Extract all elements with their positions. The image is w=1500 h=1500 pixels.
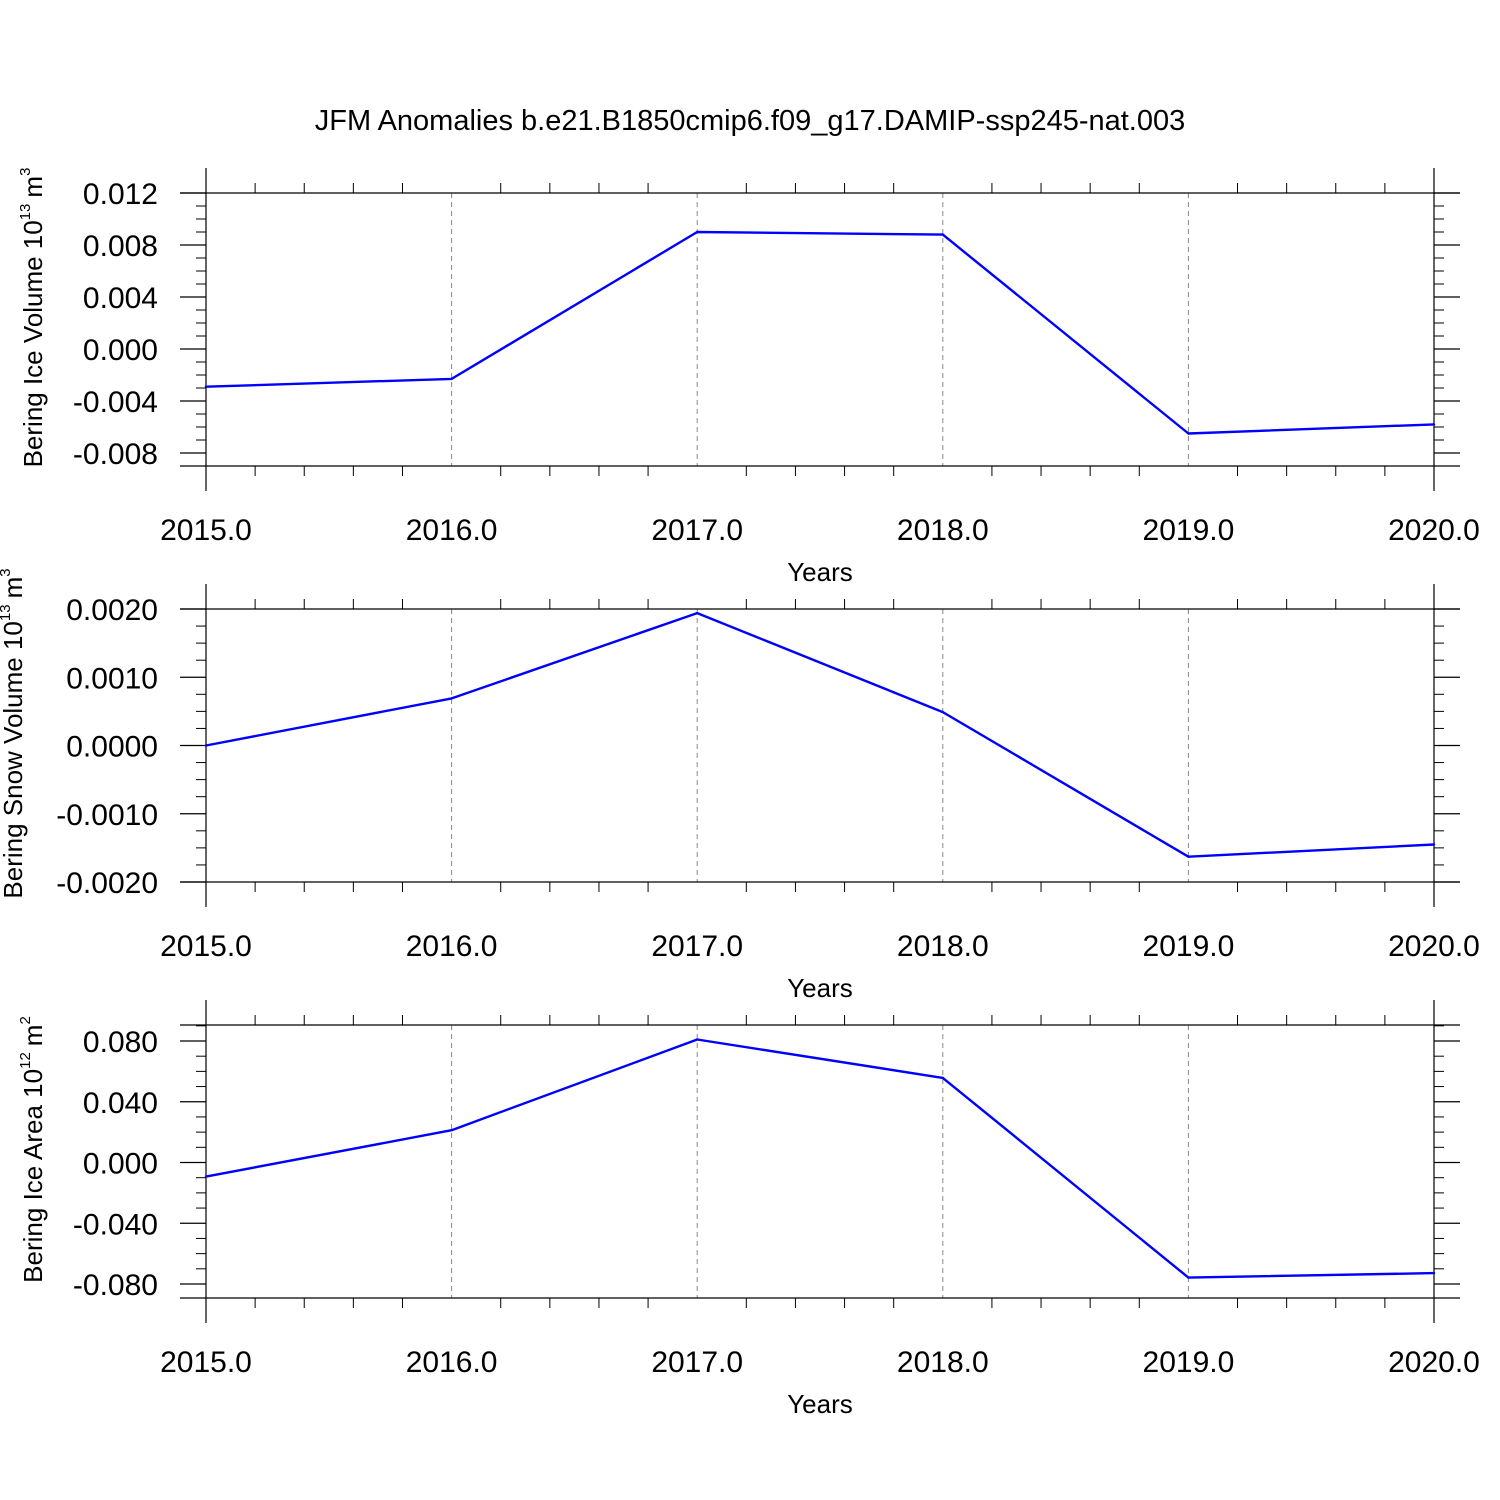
data-point — [450, 697, 453, 700]
data-point — [450, 1128, 453, 1132]
y-axis-label-text: Bering Ice Area 10 — [18, 1069, 48, 1283]
y-axis-label-unit-exponent: 3 — [17, 168, 34, 176]
y-tick-label: -0.004 — [73, 386, 158, 419]
y-axis-label: Bering Ice Volume 1013 m3 — [17, 168, 48, 468]
y-tick-label: 0.0000 — [66, 731, 158, 764]
x-axis-label: Years — [787, 557, 853, 587]
y-tick-label: 0.008 — [83, 230, 158, 263]
data-point — [941, 1076, 944, 1080]
chart-panels: 2015.0 2016.0 2017.0 2018.0 2019.0 2020.0 -0.0… — [0, 168, 1480, 1419]
x-tick-label: 2020.0 — [1388, 514, 1480, 547]
x-tick-label: 2020.0 — [1388, 1346, 1480, 1379]
y-tick-label: 0.012 — [83, 178, 158, 211]
x-tick-label: 2019.0 — [1143, 514, 1235, 547]
x-tick-label: 2017.0 — [651, 514, 743, 547]
y-axis-label-unit-exponent: 2 — [17, 1016, 34, 1024]
y-axis-label-unit: m — [18, 176, 48, 198]
y-tick-label: 0.0020 — [66, 594, 158, 627]
y-tick-label: -0.0010 — [56, 799, 158, 832]
data-point — [696, 1038, 699, 1041]
x-tick-label: 2018.0 — [897, 1346, 989, 1379]
y-tick-label: -0.0020 — [56, 867, 158, 900]
x-tick-label: 2019.0 — [1143, 1346, 1235, 1379]
data-point — [1187, 432, 1190, 435]
y-tick-label: -0.080 — [73, 1269, 158, 1302]
series-line — [205, 1038, 1435, 1279]
figure-title: JFM Anomalies b.e21.B1850cmip6.f09_g17.D… — [315, 105, 1186, 137]
data-point — [941, 710, 944, 714]
x-tick-label: 2017.0 — [651, 1346, 743, 1379]
chart-panel-1: 2015.0 2016.0 2017.0 2018.0 2019.0 2020.0 -0.0… — [17, 168, 1480, 587]
x-tick-label: 2015.0 — [160, 930, 252, 963]
x-tick-label: 2016.0 — [406, 1346, 498, 1379]
y-axis-label-text: Bering Ice Volume 10 — [18, 220, 48, 467]
chart-panel-2: 2015.0 2016.0 2017.0 2018.0 2019.0 2020.0 -0.0… — [0, 568, 1480, 1003]
x-tick-label: 2018.0 — [897, 514, 989, 547]
data-point — [204, 385, 208, 388]
data-point — [1432, 843, 1436, 846]
data-point — [204, 1175, 208, 1178]
x-tick-label: 2018.0 — [897, 930, 989, 963]
x-axis-label: Years — [787, 1389, 853, 1419]
data-point — [1432, 1271, 1436, 1275]
data-point — [1187, 1276, 1190, 1279]
x-tick-label: 2015.0 — [160, 1346, 252, 1379]
data-point — [696, 230, 699, 234]
x-tick-label: 2016.0 — [406, 514, 498, 547]
y-axis-label-unit: m — [0, 577, 28, 599]
y-tick-label: 0.080 — [83, 1026, 158, 1059]
x-axis-label: Years — [787, 973, 853, 1003]
y-axis-label-text: Bering Snow Volume 10 — [0, 621, 28, 899]
x-tick-label: 2015.0 — [160, 514, 252, 547]
data-point — [696, 611, 699, 615]
y-tick-label: 0.000 — [83, 334, 158, 367]
y-tick-label: 0.040 — [83, 1087, 158, 1120]
y-axis-label-exponent: 13 — [0, 604, 14, 621]
y-axis-label-exponent: 13 — [17, 204, 34, 221]
data-point — [1432, 423, 1436, 426]
y-tick-label: 0.000 — [83, 1148, 158, 1181]
y-axis-label-unit: m — [18, 1025, 48, 1047]
chart-panel-3: 2015.0 2016.0 2017.0 2018.0 2019.0 2020.0 -0.0… — [17, 1000, 1480, 1419]
y-axis-label: Bering Ice Area 1012 m2 — [17, 1016, 48, 1283]
x-tick-label: 2016.0 — [406, 930, 498, 963]
data-point — [450, 377, 453, 381]
y-tick-label: 0.004 — [83, 282, 158, 315]
x-tick-label: 2020.0 — [1388, 930, 1480, 963]
y-tick-label: -0.008 — [73, 438, 158, 471]
data-point — [941, 233, 944, 236]
y-axis-label-exponent: 12 — [17, 1052, 34, 1069]
data-point — [204, 744, 208, 747]
x-tick-label: 2017.0 — [651, 930, 743, 963]
series-line — [205, 230, 1435, 435]
series-line — [205, 611, 1435, 858]
y-axis-label-unit-exponent: 3 — [0, 568, 14, 576]
x-tick-label: 2019.0 — [1143, 930, 1235, 963]
y-axis-label: Bering Snow Volume 1013 m3 — [0, 568, 28, 898]
y-tick-label: 0.0010 — [66, 662, 158, 695]
y-tick-label: -0.040 — [73, 1208, 158, 1241]
data-point — [1187, 855, 1190, 858]
